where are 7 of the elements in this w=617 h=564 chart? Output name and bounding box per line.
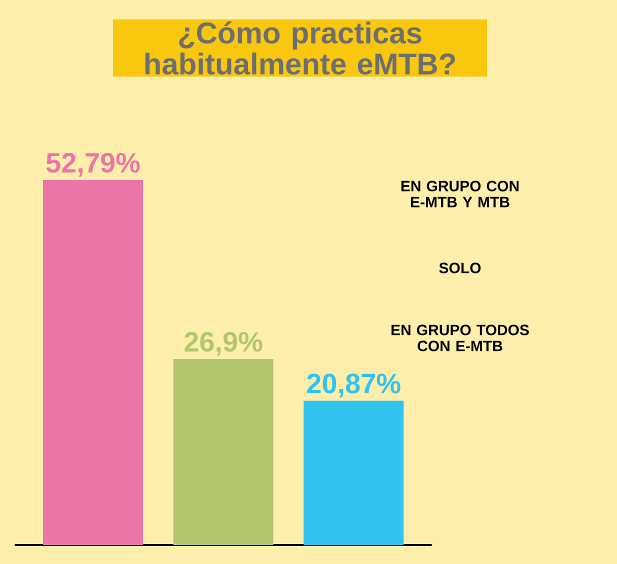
data-label: 26,9% <box>184 332 262 356</box>
text: SOLO <box>439 262 481 274</box>
data-label: 52,79% <box>46 152 140 177</box>
annotation: EN GRUPO TODOS CON E-MTB <box>392 324 529 352</box>
chart-title: ¿Cómo practicas habitualmente eMTB? <box>145 21 455 75</box>
annotation: EN GRUPO CON E-MTB Y MTB <box>401 180 519 208</box>
data-label: 20,87% <box>307 374 400 398</box>
